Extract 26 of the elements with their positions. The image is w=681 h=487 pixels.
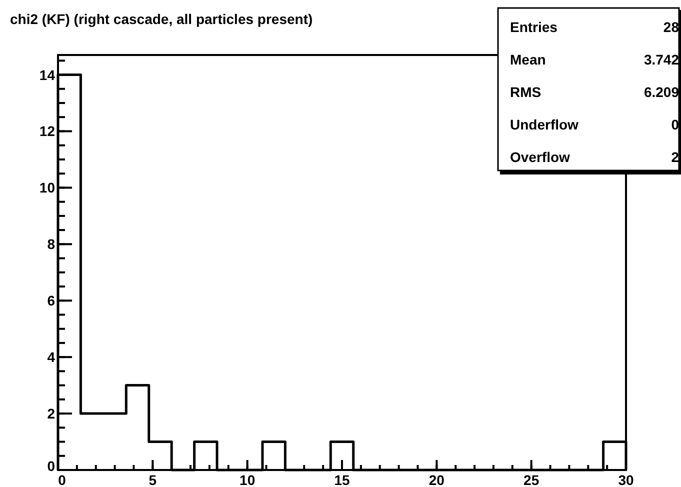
y-tick-label: 10	[39, 180, 56, 196]
text: 2	[671, 149, 680, 165]
x-tick-label: 25	[524, 472, 540, 487]
x-tick-label: 5	[148, 472, 157, 487]
chart-title: chi2 (KF) (right cascade, all particles present)	[10, 11, 313, 27]
y-tick-label: 0	[47, 458, 56, 474]
x-tick-label: 20	[428, 472, 445, 487]
y-tick-label: 4	[47, 349, 56, 366]
annotation: Mean	[510, 52, 546, 68]
text: 28	[663, 19, 680, 35]
text: 6.209	[644, 84, 680, 100]
y-tick-label: 14	[39, 66, 56, 83]
x-tick-label: 15	[334, 472, 350, 487]
y-tick-label: 12	[39, 123, 56, 140]
annotation: Underflow	[510, 116, 579, 132]
x-tick-label: 10	[240, 472, 256, 487]
text: 0	[671, 116, 680, 132]
x-tick-label: 0	[58, 472, 66, 487]
x-tick-label: 30	[618, 472, 634, 487]
y-tick-label: 8	[47, 236, 56, 252]
text: 3.742	[644, 52, 680, 68]
text: Entries	[510, 19, 558, 35]
annotation: RMS	[510, 84, 542, 100]
y-tick-label: 2	[47, 406, 56, 422]
annotation: Overflow	[510, 149, 570, 165]
y-tick-label: 6	[47, 292, 56, 309]
